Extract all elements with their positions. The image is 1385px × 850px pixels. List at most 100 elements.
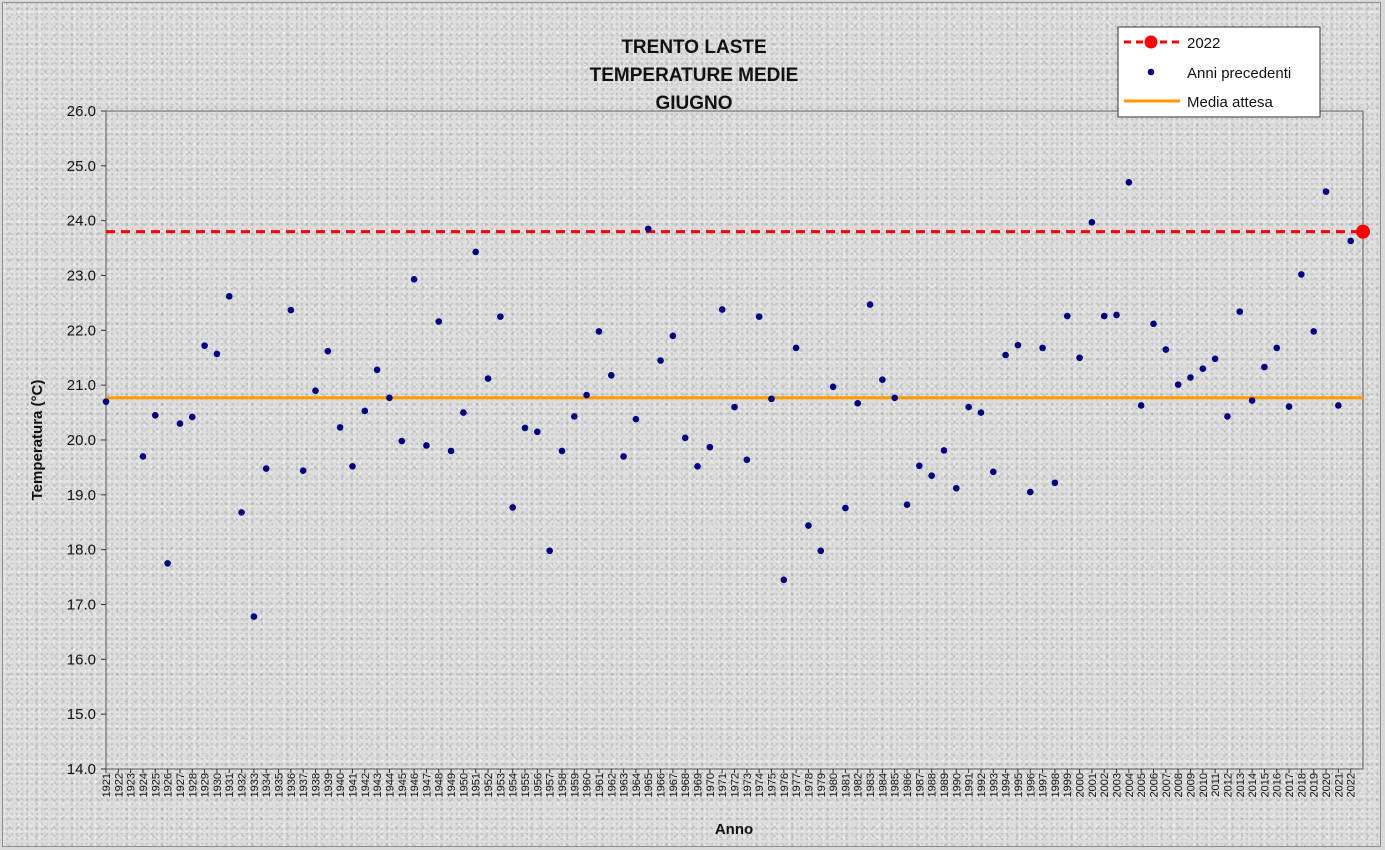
x-tick-label: 1937	[298, 773, 310, 797]
x-tick-label: 1950	[458, 773, 470, 797]
x-tick-label: 2015	[1259, 773, 1271, 797]
title-line-3: GIUGNO	[655, 93, 732, 114]
x-tick-label: 2020	[1321, 773, 1333, 797]
data-point-1950	[460, 409, 467, 416]
x-tick-label: 1970	[705, 773, 717, 797]
data-point-1954	[509, 504, 516, 511]
y-axis: 14.0 15.0 16.0 17.0 18.0 19.0 20.0 21.0 22.0 23.0…	[67, 103, 106, 778]
x-tick-label: 2022	[1346, 773, 1358, 797]
data-point-2005	[1137, 402, 1145, 409]
data-point-1953	[497, 313, 504, 320]
x-tick-label: 2018	[1296, 773, 1308, 797]
x-tick-label: 1948	[434, 773, 446, 797]
x-tick-label: 1959	[569, 773, 581, 797]
x-tick-label: 1962	[606, 773, 618, 797]
data-point-1998	[1051, 479, 1059, 487]
data-point-1951	[472, 248, 480, 256]
data-point-1956	[534, 428, 541, 436]
data-point-1945	[398, 437, 406, 445]
y-tick-label: 21.0	[67, 377, 96, 394]
x-tick-label: 1967	[668, 773, 680, 797]
x-tick-label: 1979	[816, 773, 828, 797]
x-tick-label: 2010	[1198, 773, 1210, 797]
data-point-1948	[435, 318, 443, 325]
x-tick-label: 1994	[1001, 773, 1013, 797]
x-tick-label: 1966	[656, 773, 668, 797]
x-tick-label: 1940	[335, 773, 347, 797]
data-point-1940	[336, 424, 344, 431]
x-tick-label: 2016	[1272, 773, 1284, 797]
x-tick-label: 1931	[224, 773, 236, 797]
data-point-2008	[1174, 381, 1182, 388]
data-point-1952	[484, 375, 492, 382]
data-point-1921	[102, 398, 110, 405]
data-point-1939	[324, 347, 332, 355]
x-tick-label: 1942	[360, 773, 372, 797]
data-point-1991	[965, 403, 972, 411]
x-tick-label: 1960	[582, 773, 594, 797]
data-point-1992	[977, 409, 985, 416]
data-point-1938	[312, 387, 319, 394]
data-point-2004	[1125, 178, 1133, 186]
y-tick-label: 19.0	[67, 487, 96, 504]
data-point-2019	[1310, 328, 1318, 335]
data-point-1937	[299, 467, 307, 475]
x-tick-label: 1987	[914, 773, 926, 797]
y-axis-label: Temperatura (°C)	[29, 380, 46, 501]
x-tick-label: 1938	[311, 773, 323, 797]
data-point-2020	[1322, 188, 1330, 195]
x-tick-label: 1981	[840, 773, 852, 797]
data-point-1962	[607, 371, 615, 379]
data-point-1980	[829, 383, 837, 391]
data-point-1999	[1063, 312, 1071, 320]
y-tick-label: 26.0	[67, 103, 96, 120]
x-tick-label: 1984	[877, 773, 889, 797]
y-tick-label: 18.0	[67, 542, 96, 559]
data-point-2016	[1273, 344, 1281, 352]
y-tick-label: 15.0	[67, 706, 96, 723]
x-tick-label: 1974	[754, 773, 766, 797]
data-point-1949	[447, 447, 455, 455]
x-tick-label: 1932	[237, 773, 249, 797]
data-point-1982	[854, 399, 862, 407]
x-tick-label: 1963	[619, 773, 631, 797]
data-point-1988	[928, 472, 935, 479]
data-point-1968	[681, 434, 689, 442]
x-tick-label: 2005	[1136, 773, 1148, 797]
x-tick-label: 1945	[397, 773, 409, 797]
x-tick-label: 1949	[446, 773, 458, 797]
data-point-1964	[632, 415, 640, 423]
data-point-1929	[201, 342, 208, 349]
data-point-2012	[1224, 413, 1231, 420]
x-tick-label: 1941	[347, 773, 359, 797]
data-point-1946	[410, 276, 418, 283]
y-tick-label: 17.0	[67, 597, 96, 614]
x-tick-label: 1975	[766, 773, 778, 797]
x-tick-label: 1985	[890, 773, 902, 797]
x-tick-label: 2012	[1222, 773, 1234, 797]
data-point-2002	[1100, 312, 1108, 320]
x-tick-label: 2011	[1210, 773, 1222, 797]
x-tick-label: 2021	[1333, 773, 1345, 797]
x-tick-label: 1947	[421, 773, 433, 797]
x-tick-label: 2000	[1075, 773, 1087, 797]
data-point-2014	[1248, 397, 1256, 404]
data-point-2007	[1162, 346, 1170, 353]
x-tick-label: 1954	[508, 773, 520, 797]
x-tick-label: 1971	[717, 773, 729, 797]
data-point-1993	[989, 468, 997, 476]
x-tick-label: 1964	[631, 773, 643, 797]
data-point-1977	[792, 344, 800, 352]
x-tick-label: 1936	[286, 773, 298, 797]
title-line-1: TRENTO LASTE	[621, 37, 766, 58]
data-point-1978	[805, 522, 812, 529]
x-tick-label: 2007	[1161, 773, 1173, 797]
y-tick-label: 24.0	[67, 213, 96, 230]
x-tick-label: 1927	[175, 773, 187, 797]
data-point-1986	[903, 501, 911, 509]
x-tick-label: 1958	[557, 773, 569, 797]
data-point-1936	[287, 306, 295, 314]
x-tick-label: 2017	[1284, 773, 1296, 797]
title-line-2: TEMPERATURE MEDIE	[590, 65, 799, 86]
